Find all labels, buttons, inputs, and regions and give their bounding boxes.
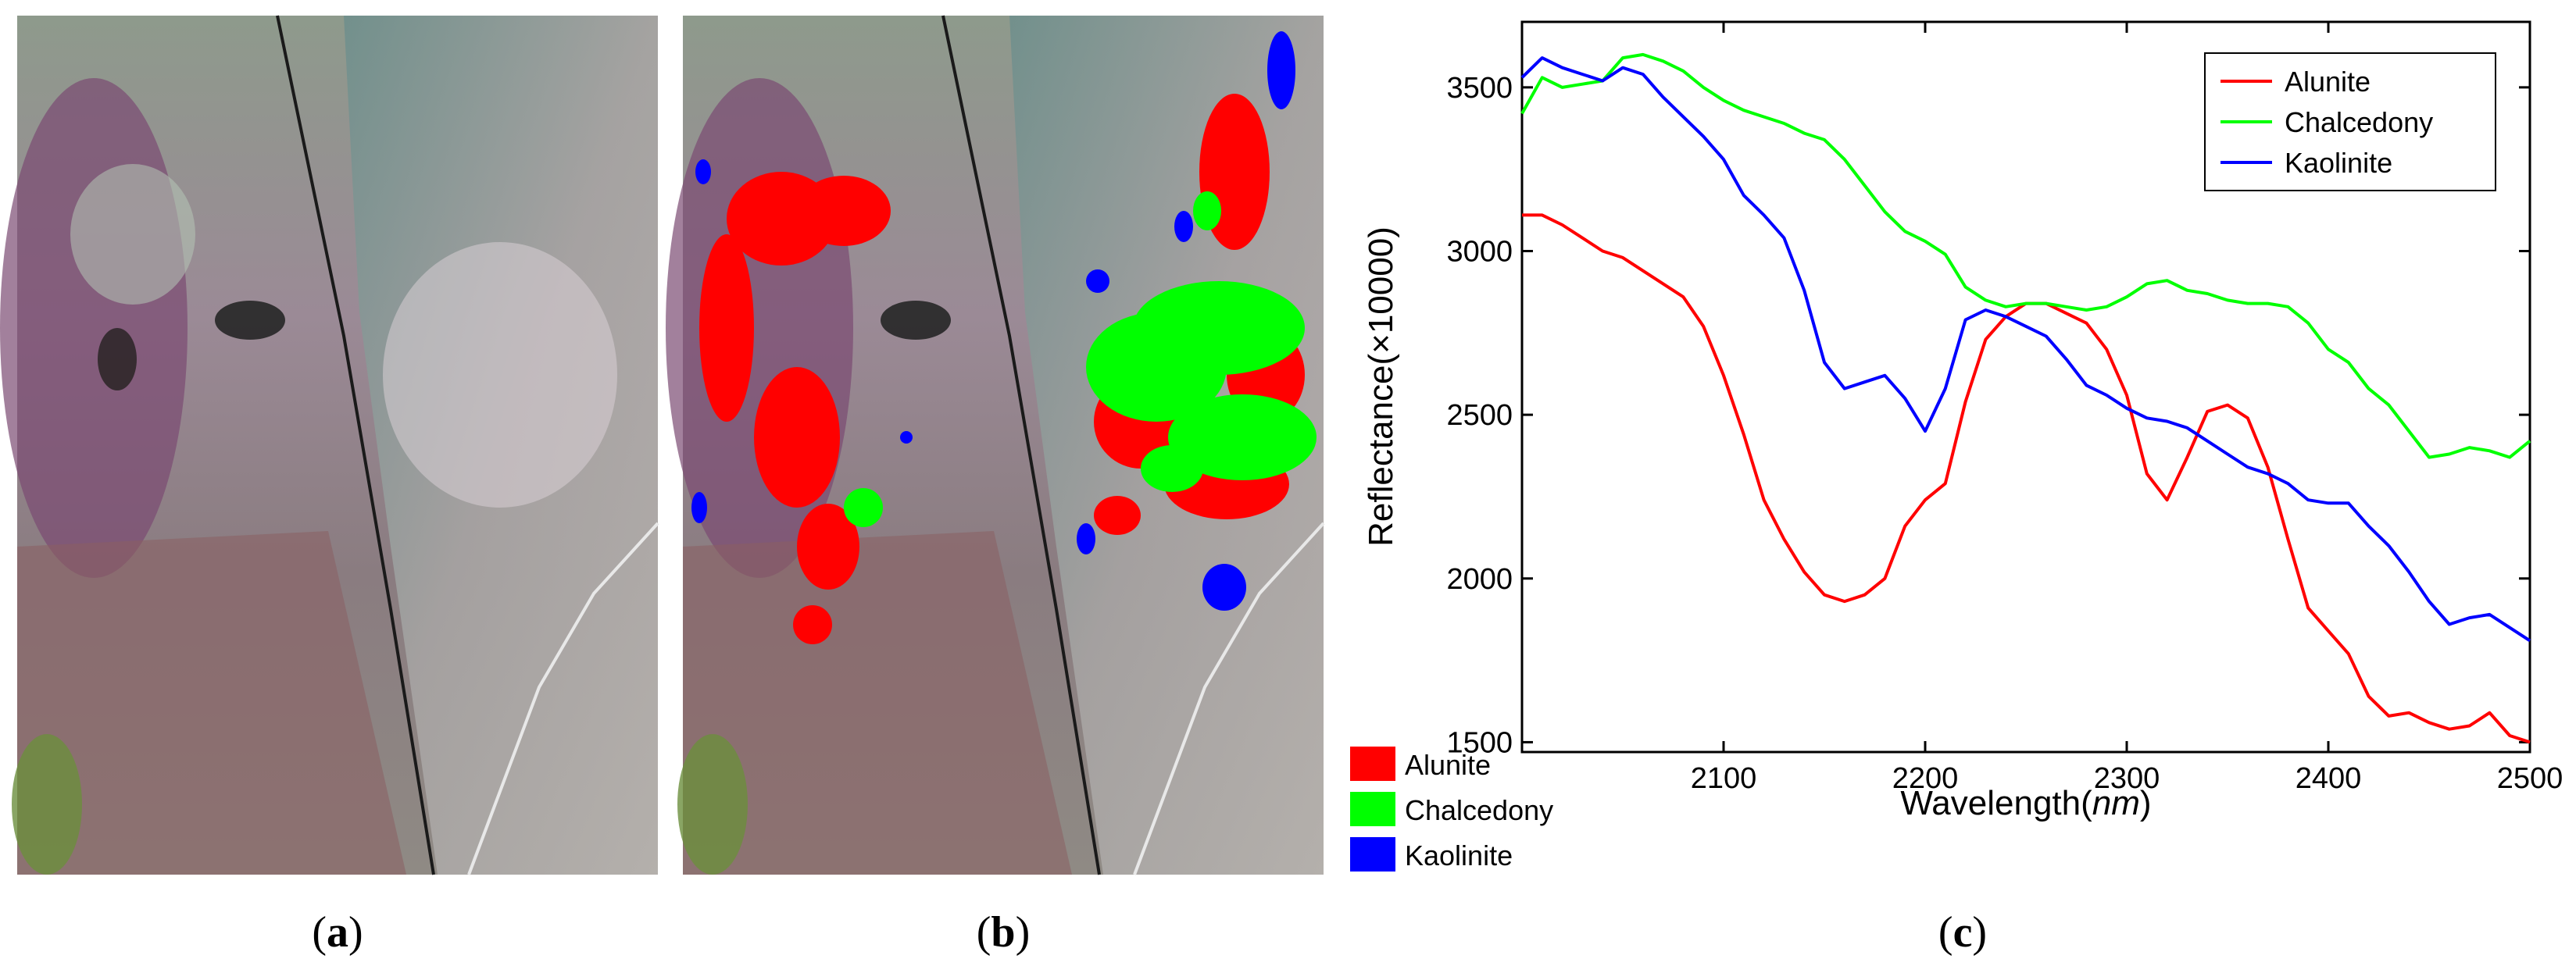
image-a-dark-patch-2 — [98, 328, 137, 390]
y-tick-label-2000: 2000 — [1446, 563, 1513, 596]
panel-label-b: (b) — [977, 908, 1030, 957]
image-panel-b — [666, 15, 1325, 875]
panel-label-c: (c) — [1938, 908, 1987, 957]
image-panel-a — [0, 15, 659, 875]
image-a-terrain-purple — [0, 78, 188, 578]
series-line-kaolinite — [1520, 56, 2531, 643]
x-axis-title-unit: nm — [2092, 784, 2140, 822]
map-legend-label-kaolinite: Kaolinite — [1405, 839, 1513, 872]
x-tick-label-2500: 2500 — [2497, 762, 2563, 795]
x-axis: 2100 2200 2300 2400 2500 — [1691, 22, 2563, 795]
y-tick-label-3500: 3500 — [1446, 72, 1513, 105]
image-b-terrain-red — [683, 531, 1072, 875]
image-b-path — [1133, 522, 1325, 875]
chart-legend-label-alunite: Alunite — [2285, 66, 2371, 98]
chart-legend-label-chalcedony: Chalcedony — [2285, 106, 2433, 138]
map-legend-swatch-chalcedony — [1350, 792, 1395, 826]
kaolinite-map — [691, 31, 1295, 611]
chart-legend: Alunite Chalcedony Kaolinite — [2204, 52, 2496, 191]
image-a-vegetation — [12, 734, 82, 875]
chalcedony-map — [844, 191, 1317, 527]
series-line-chalcedony — [1520, 52, 2531, 459]
series-lines — [1520, 52, 2531, 744]
map-legend: Alunite Chalcedony Kaolinite — [1350, 747, 1553, 872]
map-legend-label-alunite: Alunite — [1405, 749, 1491, 781]
spectra-chart: 1500 2000 2500 3000 3500 2100 2200 2300 2400 250… — [1362, 20, 2563, 822]
image-a-terrain-red — [17, 531, 406, 875]
y-axis: 1500 2000 2500 3000 3500 — [1446, 72, 2530, 759]
image-a-road — [276, 15, 435, 875]
image-b-road — [941, 15, 1101, 875]
image-a-path — [467, 522, 659, 875]
map-legend-swatch-kaolinite — [1350, 837, 1395, 872]
x-axis-title: Wavelength(nm) — [1900, 784, 2151, 822]
map-legend-swatch-alunite — [1350, 747, 1395, 781]
chart-legend-label-kaolinite: Kaolinite — [2285, 147, 2392, 179]
x-axis-title-main: Wavelength — [1900, 784, 2081, 822]
x-tick-label-2300: 2300 — [2094, 762, 2160, 795]
image-a-terrain-light — [70, 164, 195, 305]
x-tick-label-2400: 2400 — [2296, 762, 2362, 795]
image-a-dark-patch — [215, 301, 285, 340]
x-tick-label-2100: 2100 — [1691, 762, 1757, 795]
x-tick-label-2200: 2200 — [1892, 762, 1959, 795]
y-axis-title: Reflectance(×10000) — [1362, 226, 1400, 547]
y-tick-label-1500: 1500 — [1446, 726, 1513, 759]
image-a-alteration-zone — [383, 242, 617, 508]
map-legend-label-chalcedony: Chalcedony — [1405, 794, 1553, 826]
image-b-vegetation — [677, 734, 748, 875]
image-b-dark-patch — [881, 301, 951, 340]
panel-label-a: (a) — [312, 908, 363, 957]
y-tick-label-2500: 2500 — [1446, 399, 1513, 432]
y-tick-label-3000: 3000 — [1446, 235, 1513, 268]
